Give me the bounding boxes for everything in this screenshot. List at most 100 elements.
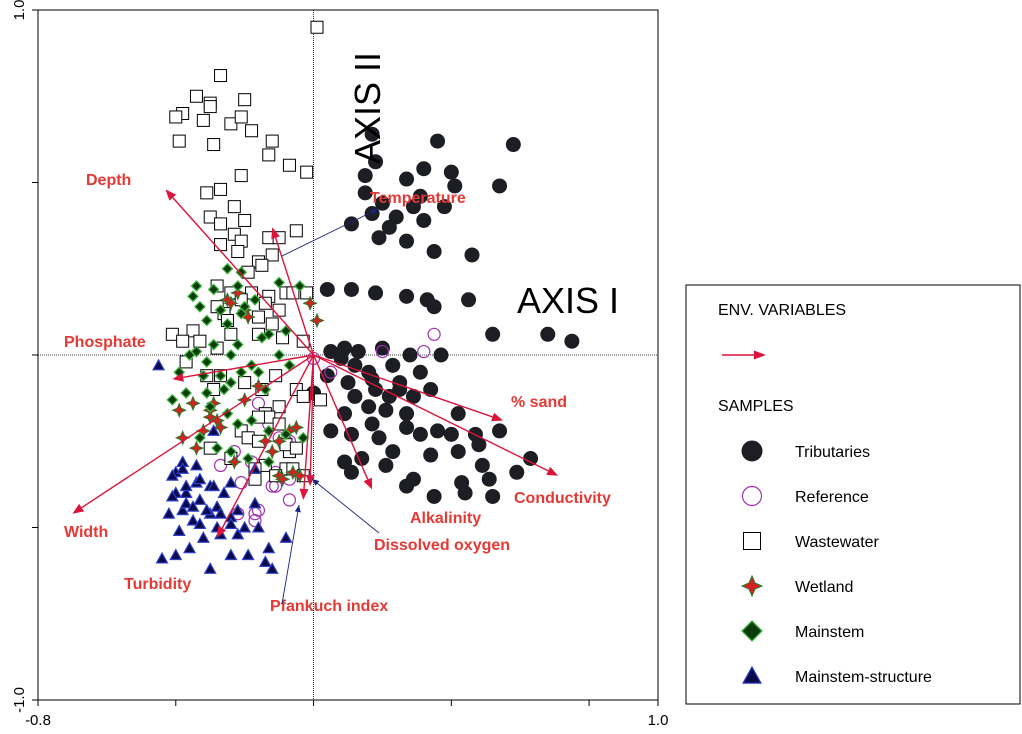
env-arrow-depth: Depth: [86, 172, 315, 356]
data-point: [457, 485, 473, 501]
data-point: [200, 186, 214, 200]
data-point: [221, 262, 234, 275]
arrow-shaft: [303, 354, 315, 489]
env-label: Temperature: [370, 190, 466, 207]
env-arrow-temperature: Temperature: [271, 190, 466, 356]
data-point: [324, 365, 338, 379]
data-point: [203, 210, 217, 224]
data-point: [183, 349, 196, 361]
data-point: [214, 182, 228, 196]
data-point: [485, 326, 501, 342]
legend-marker: [741, 620, 763, 642]
data-point: [450, 406, 466, 422]
data-point: [226, 454, 243, 470]
data-point: [152, 358, 166, 371]
data-point: [523, 451, 539, 466]
data-point: [309, 312, 325, 329]
data-point: [238, 376, 252, 390]
arrow-head: [217, 526, 227, 538]
data-point: [221, 407, 234, 420]
data-point: [190, 280, 203, 292]
data-point: [388, 209, 404, 225]
data-point: [333, 350, 349, 366]
data-point: [234, 476, 248, 490]
env-label: % sand: [511, 394, 567, 411]
data-point: [385, 444, 401, 460]
env-arrow-width: Width: [64, 354, 314, 541]
data-point: [405, 199, 421, 215]
data-point: [273, 349, 286, 361]
data-point: [224, 349, 237, 361]
data-point: [343, 464, 359, 480]
data-point: [564, 333, 580, 349]
legend-label: Wastewater: [795, 534, 880, 551]
legend-label: Mainstem: [795, 624, 864, 641]
data-point: [423, 447, 439, 463]
env-arrow-alkalinity: Alkalinity: [312, 354, 481, 527]
data-point: [248, 507, 262, 521]
data-point: [230, 285, 246, 301]
arrow-shaft: [274, 237, 315, 356]
data-point: [323, 423, 339, 439]
data-point: [258, 555, 272, 568]
x-tick-label: 1.0: [648, 712, 669, 729]
data-point: [224, 376, 237, 389]
data-point: [350, 344, 366, 360]
data-point: [443, 164, 459, 180]
data-point: [274, 471, 291, 487]
data-point: [200, 355, 213, 368]
data-point: [280, 324, 292, 337]
series-wastewater: [165, 20, 327, 486]
data-point: [313, 393, 327, 407]
data-point: [188, 440, 205, 456]
data-point: [172, 524, 186, 536]
data-point: [340, 375, 356, 391]
data-point: [273, 276, 286, 289]
arrow-shaft: [313, 354, 549, 472]
data-point: [231, 245, 245, 258]
data-point: [492, 178, 508, 194]
data-point: [272, 303, 286, 317]
data-point: [540, 326, 556, 342]
env-arrow-conductivity: Conductivity: [313, 354, 611, 507]
legend-label: Mainstem-structure: [795, 669, 932, 686]
data-point: [492, 423, 508, 439]
env-label: Depth: [86, 172, 131, 189]
data-point: [183, 541, 197, 554]
data-point: [265, 134, 279, 148]
data-point: [214, 217, 228, 231]
data-point: [271, 433, 287, 450]
data-point: [310, 20, 324, 34]
data-point: [426, 299, 442, 315]
data-point: [255, 331, 268, 344]
data-point: [381, 219, 397, 235]
data-point: [471, 437, 487, 453]
data-point: [171, 402, 187, 418]
data-point: [224, 117, 238, 131]
arrow-head: [491, 412, 503, 422]
data-point: [447, 178, 463, 194]
data-point: [227, 200, 241, 214]
data-point: [416, 212, 432, 228]
data-point: [255, 258, 269, 272]
y-tick-label: -1.0: [11, 687, 28, 713]
data-point: [223, 295, 239, 312]
data-point: [374, 340, 390, 356]
data-point: [200, 387, 213, 399]
data-point: [361, 399, 377, 415]
data-point: [224, 327, 238, 341]
data-point: [252, 366, 265, 379]
label-pointer: [311, 478, 380, 534]
data-point: [176, 462, 190, 474]
env-arrow-dissolved-oxygen: Dissolved oxygen: [305, 354, 510, 554]
data-point: [251, 520, 265, 533]
data-point: [193, 493, 207, 505]
legend-label: Tributaries: [795, 444, 870, 461]
data-point: [231, 338, 244, 351]
axis-titles: AXIS I AXIS II: [347, 52, 619, 321]
data-point: [292, 467, 308, 484]
data-point: [399, 171, 415, 187]
data-point: [238, 520, 252, 533]
legend-entry-mainstem-structure: Mainstem-structure: [741, 665, 932, 686]
